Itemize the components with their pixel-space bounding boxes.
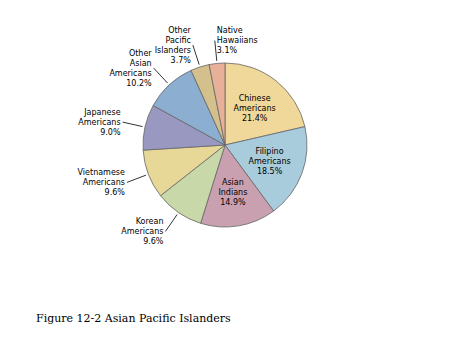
slice-label: ChineseAmericans — [233, 94, 275, 113]
slice-label: KoreanAmericans — [121, 217, 163, 236]
slice-label: OtherPacificIslanders — [155, 26, 192, 55]
value-label: 10.2% — [126, 79, 152, 88]
value-label: 18.5% — [257, 167, 283, 176]
slice-label: VietnameseAmericans — [78, 168, 125, 187]
slice-label: AsianIndians — [218, 178, 247, 197]
leader-line — [123, 122, 143, 126]
value-label: 14.9% — [220, 198, 246, 207]
value-label: 9.6% — [105, 188, 126, 197]
leader-line — [127, 175, 146, 182]
slices — [143, 63, 307, 227]
slice — [209, 63, 225, 145]
chart: ChineseAmericans21.4% FilipinoAmericans18… — [0, 0, 450, 338]
labels: ChineseAmericans21.4% FilipinoAmericans18… — [78, 26, 291, 246]
value-label: 9.0% — [100, 128, 121, 137]
leader-line — [165, 215, 177, 232]
title: Figure 12-2 Asian Pacific Islanders — [36, 312, 231, 325]
value-label: 3.7% — [171, 56, 192, 65]
leader-line — [193, 45, 199, 65]
value-label: 21.4% — [242, 114, 268, 123]
value-label: 9.6% — [143, 237, 164, 246]
leader-line — [154, 68, 168, 83]
slice-label: NativeHawaiians — [217, 26, 258, 45]
slice-label: FilipinoAmericans — [248, 147, 290, 166]
value-label: 3.1% — [217, 46, 238, 55]
slice — [143, 145, 225, 196]
slice-label: OtherAsianAmericans — [109, 49, 152, 78]
slice-label: JapaneseAmericans — [78, 108, 120, 127]
